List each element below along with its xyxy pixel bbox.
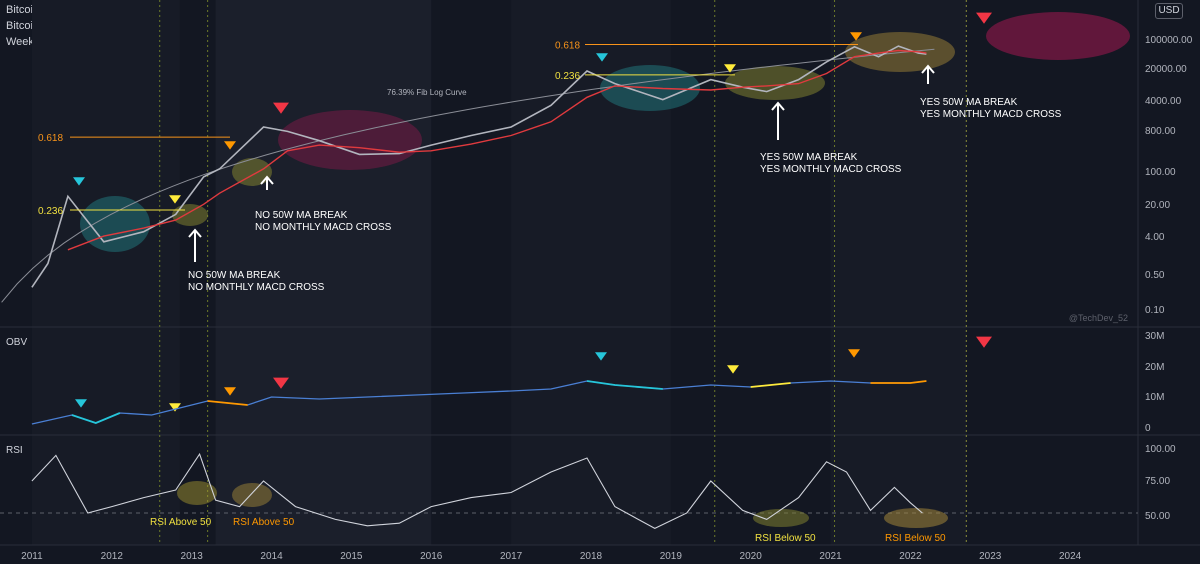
rsi-title: RSI <box>6 445 23 456</box>
obv-highlight-segment <box>586 380 663 390</box>
weekly-ma-line <box>67 49 927 251</box>
peak-marker <box>73 177 85 186</box>
fib-curve-label: 76.39% Fib Log Curve <box>387 88 467 97</box>
price-axis-tick: 0.50 <box>1145 270 1165 281</box>
rsi-line <box>31 452 923 530</box>
time-axis-tick: 2021 <box>819 551 842 562</box>
price-axis-tick: 4.00 <box>1145 232 1165 243</box>
price-axis-tick: 100.00 <box>1145 167 1176 178</box>
price-axis-tick: 100000.00 <box>1145 35 1193 46</box>
annotation-arrow <box>188 228 202 238</box>
fib-level-label: 0.236 <box>555 71 580 82</box>
annotation-text: YES 50W MA BREAK <box>760 152 858 163</box>
rsi-label: RSI Above 50 <box>233 517 295 528</box>
rsi-highlight-zone <box>177 481 217 505</box>
obv-marker <box>224 387 236 396</box>
rsi-label: RSI Above 50 <box>150 517 212 528</box>
time-axis-tick: 2013 <box>181 551 204 562</box>
time-axis-tick: 2016 <box>420 551 443 562</box>
obv-marker <box>848 349 860 358</box>
obv-axis-tick: 0 <box>1145 423 1151 434</box>
price-axis-tick: 20000.00 <box>1145 64 1187 75</box>
rsi-highlight-zone <box>884 508 948 528</box>
obv-axis-tick: 30M <box>1145 331 1164 342</box>
fib-level-label: 0.618 <box>555 41 580 52</box>
obv-axis-tick: 10M <box>1145 392 1164 403</box>
fib-level-label: 0.618 <box>38 133 63 144</box>
highlight-zone-orange <box>845 32 955 72</box>
rsi-label: RSI Below 50 <box>885 533 946 544</box>
obv-marker <box>75 399 87 408</box>
peak-marker <box>224 141 236 150</box>
obv-highlight-segment <box>750 382 791 388</box>
rsi-axis-tick: 50.00 <box>1145 511 1170 522</box>
rsi-label: RSI Below 50 <box>755 533 816 544</box>
peak-marker <box>169 195 181 204</box>
annotation-text: NO 50W MA BREAK <box>188 270 281 281</box>
obv-highlight-segment <box>207 400 248 406</box>
background-band <box>830 0 967 545</box>
annotation-arrow <box>771 101 785 111</box>
price-axis-tick: 0.10 <box>1145 305 1165 316</box>
time-axis-tick: 2017 <box>500 551 523 562</box>
time-axis-tick: 2022 <box>899 551 922 562</box>
time-axis-tick: 2011 <box>21 551 43 562</box>
annotation-text: YES 50W MA BREAK <box>920 97 1018 108</box>
obv-highlight-segment <box>870 380 927 384</box>
obv-highlight-segment <box>71 412 121 424</box>
time-axis-tick: 2020 <box>740 551 763 562</box>
rsi-axis-tick: 100.00 <box>1145 444 1176 455</box>
background-band <box>511 0 671 545</box>
rsi-axis-tick: 75.00 <box>1145 476 1170 487</box>
highlight-zone-red <box>986 12 1130 60</box>
watermark: @TechDev_52 <box>1069 313 1128 323</box>
highlight-zone-red <box>278 110 422 170</box>
background-band <box>31 0 180 545</box>
annotation-text: YES MONTHLY MACD CROSS <box>760 164 902 175</box>
time-axis-tick: 2019 <box>660 551 683 562</box>
annotation-arrow <box>921 64 935 74</box>
obv-marker <box>169 403 181 412</box>
obv-axis-tick: 20M <box>1145 362 1164 373</box>
annotation-text: YES MONTHLY MACD CROSS <box>920 109 1062 120</box>
rsi-highlight-zone <box>232 483 272 507</box>
annotation-text: NO MONTHLY MACD CROSS <box>255 222 392 233</box>
peak-marker <box>724 64 736 73</box>
peak-marker <box>976 12 992 24</box>
highlight-zone-olive <box>172 204 208 226</box>
annotation-text: NO 50W MA BREAK <box>255 210 348 221</box>
annotation-arrow <box>260 175 274 185</box>
price-axis-tick: 20.00 <box>1145 200 1170 211</box>
time-axis-tick: 2024 <box>1059 551 1082 562</box>
obv-title: OBV <box>6 337 27 348</box>
fib-level-label: 0.236 <box>38 206 63 217</box>
price-axis-tick: 4000.00 <box>1145 96 1182 107</box>
rsi-highlight-zone <box>753 509 809 527</box>
price-axis-tick: 800.00 <box>1145 126 1176 137</box>
annotation-text: NO MONTHLY MACD CROSS <box>188 282 325 293</box>
time-axis-tick: 2018 <box>580 551 603 562</box>
time-axis-tick: 2015 <box>340 551 363 562</box>
price-series-line <box>31 45 927 288</box>
fib-log-curve <box>1 48 935 303</box>
obv-marker <box>727 365 739 374</box>
time-axis-tick: 2023 <box>979 551 1002 562</box>
background-band <box>215 0 432 545</box>
peak-marker <box>273 102 289 114</box>
obv-marker <box>595 352 607 361</box>
peak-marker <box>596 53 608 62</box>
time-axis-tick: 2012 <box>101 551 124 562</box>
highlight-zone-olive <box>232 158 272 186</box>
currency-badge[interactable]: USD <box>1155 3 1183 19</box>
obv-marker <box>273 377 289 389</box>
obv-marker <box>976 336 992 348</box>
time-axis-tick: 2014 <box>260 551 283 562</box>
highlight-zone-olive <box>725 66 825 100</box>
peak-marker <box>850 32 862 41</box>
